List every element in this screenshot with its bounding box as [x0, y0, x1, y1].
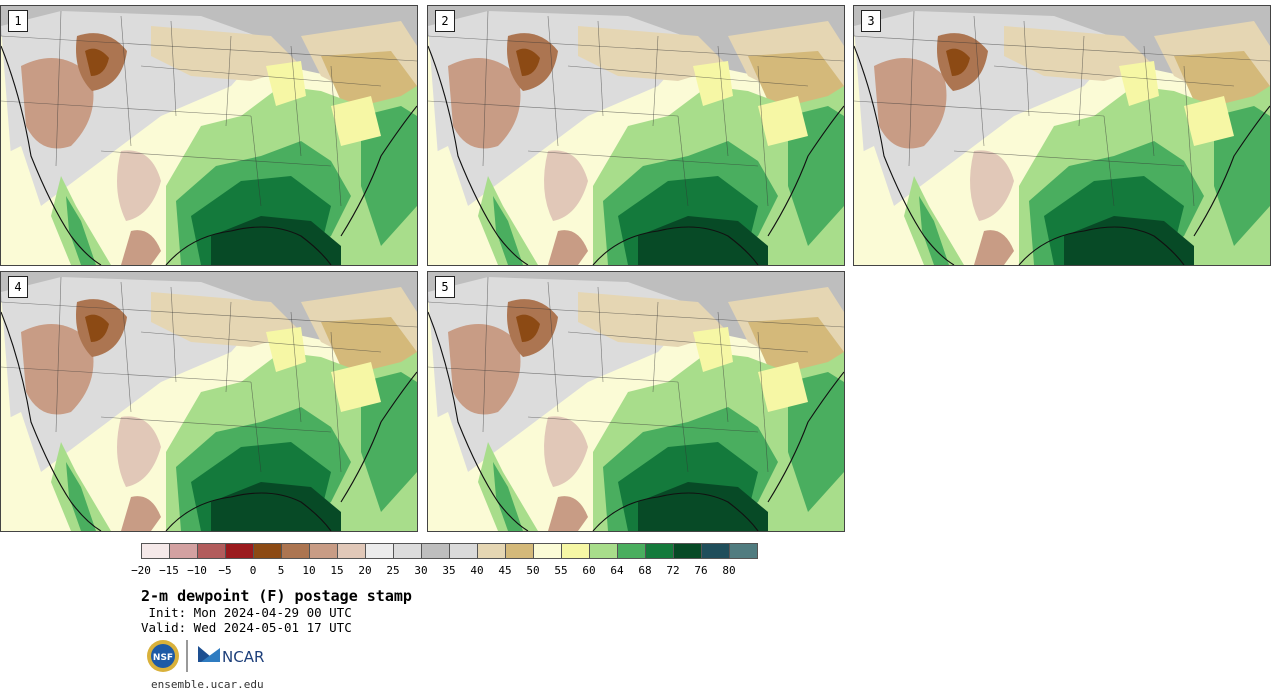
colorbar-swatch [533, 543, 561, 559]
colorbar-swatch [449, 543, 477, 559]
colorbar-tick-label: 35 [442, 564, 456, 577]
colorbar-tick-label: 64 [610, 564, 624, 577]
colorbar-tick-label: 72 [666, 564, 680, 577]
colorbar-swatch [253, 543, 281, 559]
figure-title: 2-m dewpoint (F) postage stamp [141, 587, 412, 605]
dewpoint-map [428, 6, 844, 265]
map-panel-3: 3 [853, 5, 1271, 266]
colorbar-swatch [421, 543, 449, 559]
colorbar-swatch [505, 543, 533, 559]
dewpoint-map [1, 272, 417, 531]
colorbar-tick-label: 60 [582, 564, 596, 577]
dewpoint-map [428, 272, 844, 531]
colorbar-swatch [645, 543, 673, 559]
colorbar-tick-label: 40 [470, 564, 484, 577]
colorbar-tick-label: 68 [638, 564, 652, 577]
colorbar [141, 543, 758, 559]
ncar-logo-icon: NCAR [198, 646, 264, 666]
nsf-logo-icon: NSF [147, 640, 179, 672]
colorbar-tick-label: −10 [187, 564, 207, 577]
panel-label: 4 [8, 276, 28, 298]
colorbar-tick-label: 50 [526, 564, 540, 577]
colorbar-tick-label: 76 [694, 564, 708, 577]
colorbar-tick-label: 10 [302, 564, 316, 577]
ncar-logo-text: NCAR [222, 648, 264, 666]
nsf-logo-text: NSF [153, 653, 173, 663]
init-time: Init: Mon 2024-04-29 00 UTC [141, 605, 352, 620]
colorbar-swatch [225, 543, 253, 559]
colorbar-swatch [673, 543, 701, 559]
colorbar-tick-label: 80 [722, 564, 736, 577]
map-panel-5: 5 [427, 271, 845, 532]
map-panel-4: 4 [0, 271, 418, 532]
colorbar-tick-label: −5 [218, 564, 232, 577]
dewpoint-map [854, 6, 1270, 265]
panel-label: 5 [435, 276, 455, 298]
colorbar-swatch [617, 543, 645, 559]
map-panel-2: 2 [427, 5, 845, 266]
colorbar-swatch [141, 543, 169, 559]
colorbar-swatch [309, 543, 337, 559]
colorbar-tick-labels: −20 −15 −10 −5 0 5 10 15 20 25 30 35 40 45 50 55 60 64 68 7… [131, 564, 781, 578]
panel-label: 2 [435, 10, 455, 32]
colorbar-tick-label: 30 [414, 564, 428, 577]
colorbar-swatch [337, 543, 365, 559]
colorbar-tick-label: 15 [330, 564, 344, 577]
site-url: ensemble.ucar.edu [151, 678, 264, 691]
colorbar-swatch [561, 543, 589, 559]
panel-label: 3 [861, 10, 881, 32]
colorbar-swatch [589, 543, 617, 559]
valid-time: Valid: Wed 2024-05-01 17 UTC [141, 620, 352, 635]
colorbar-swatch [281, 543, 309, 559]
colorbar-tick-label: 5 [277, 564, 285, 577]
colorbar-swatch [169, 543, 197, 559]
colorbar-tick-label: −15 [159, 564, 179, 577]
dewpoint-map [1, 6, 417, 265]
colorbar-swatch [701, 543, 729, 559]
colorbar-tick-label: 25 [386, 564, 400, 577]
colorbar-tick-label: −20 [131, 564, 151, 577]
colorbar-tick-label: 0 [249, 564, 257, 577]
logos: NSF NCAR [145, 638, 275, 674]
panel-label: 1 [8, 10, 28, 32]
colorbar-swatch [393, 543, 421, 559]
colorbar-tick-label: 20 [358, 564, 372, 577]
colorbar-swatch [477, 543, 505, 559]
colorbar-swatch [197, 543, 225, 559]
colorbar-swatch [365, 543, 393, 559]
colorbar-tick-label: 45 [498, 564, 512, 577]
map-panel-1: 1 [0, 5, 418, 266]
colorbar-swatch [729, 543, 758, 559]
colorbar-tick-label: 55 [554, 564, 568, 577]
